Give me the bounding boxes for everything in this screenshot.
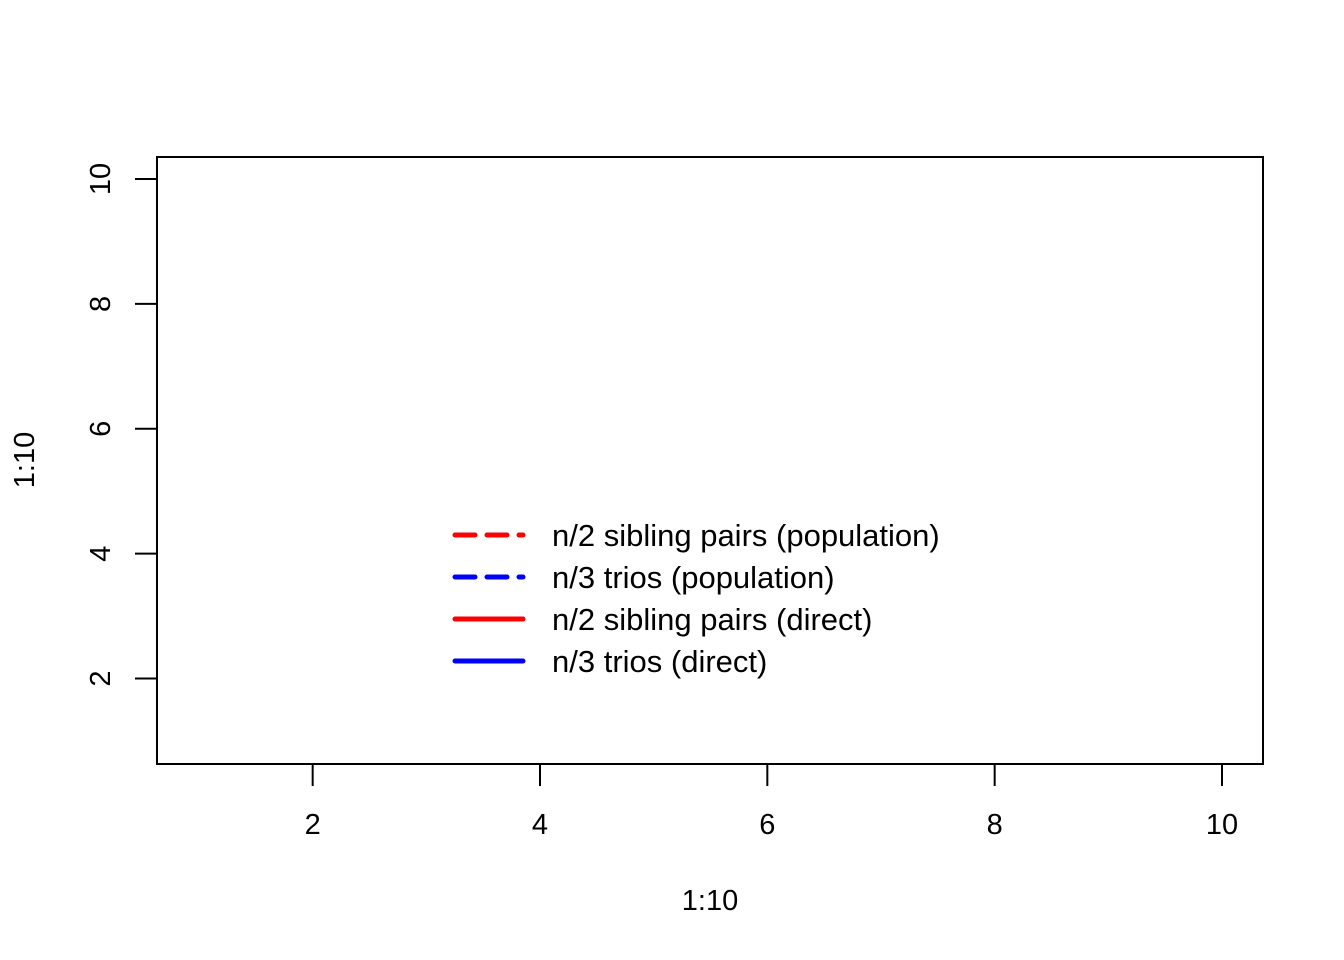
x-axis-title: 1:10 xyxy=(682,885,738,917)
x-tick-label: 4 xyxy=(532,809,548,841)
x-tick-label: 6 xyxy=(759,809,775,841)
y-axis-title: 1:10 xyxy=(9,432,41,488)
y-tick-label: 8 xyxy=(85,296,117,312)
x-tick-label: 10 xyxy=(1206,809,1238,841)
y-tick-label: 6 xyxy=(85,421,117,437)
x-tick-label: 8 xyxy=(987,809,1003,841)
y-tick-label: 2 xyxy=(85,670,117,686)
legend-label: n/3 trios (population) xyxy=(552,560,835,595)
legend-label: n/2 sibling pairs (direct) xyxy=(552,602,872,637)
x-axis: 2 4 6 8 10 xyxy=(305,763,1238,841)
legend: n/2 sibling pairs (population) n/3 trios … xyxy=(452,518,940,679)
legend-label: n/2 sibling pairs (population) xyxy=(552,518,940,553)
y-tick-label: 4 xyxy=(85,546,117,562)
y-tick-label: 10 xyxy=(85,163,117,195)
legend-label: n/3 trios (direct) xyxy=(552,644,767,679)
y-axis: 2 4 6 8 10 xyxy=(85,163,158,687)
x-tick-label: 2 xyxy=(305,809,321,841)
